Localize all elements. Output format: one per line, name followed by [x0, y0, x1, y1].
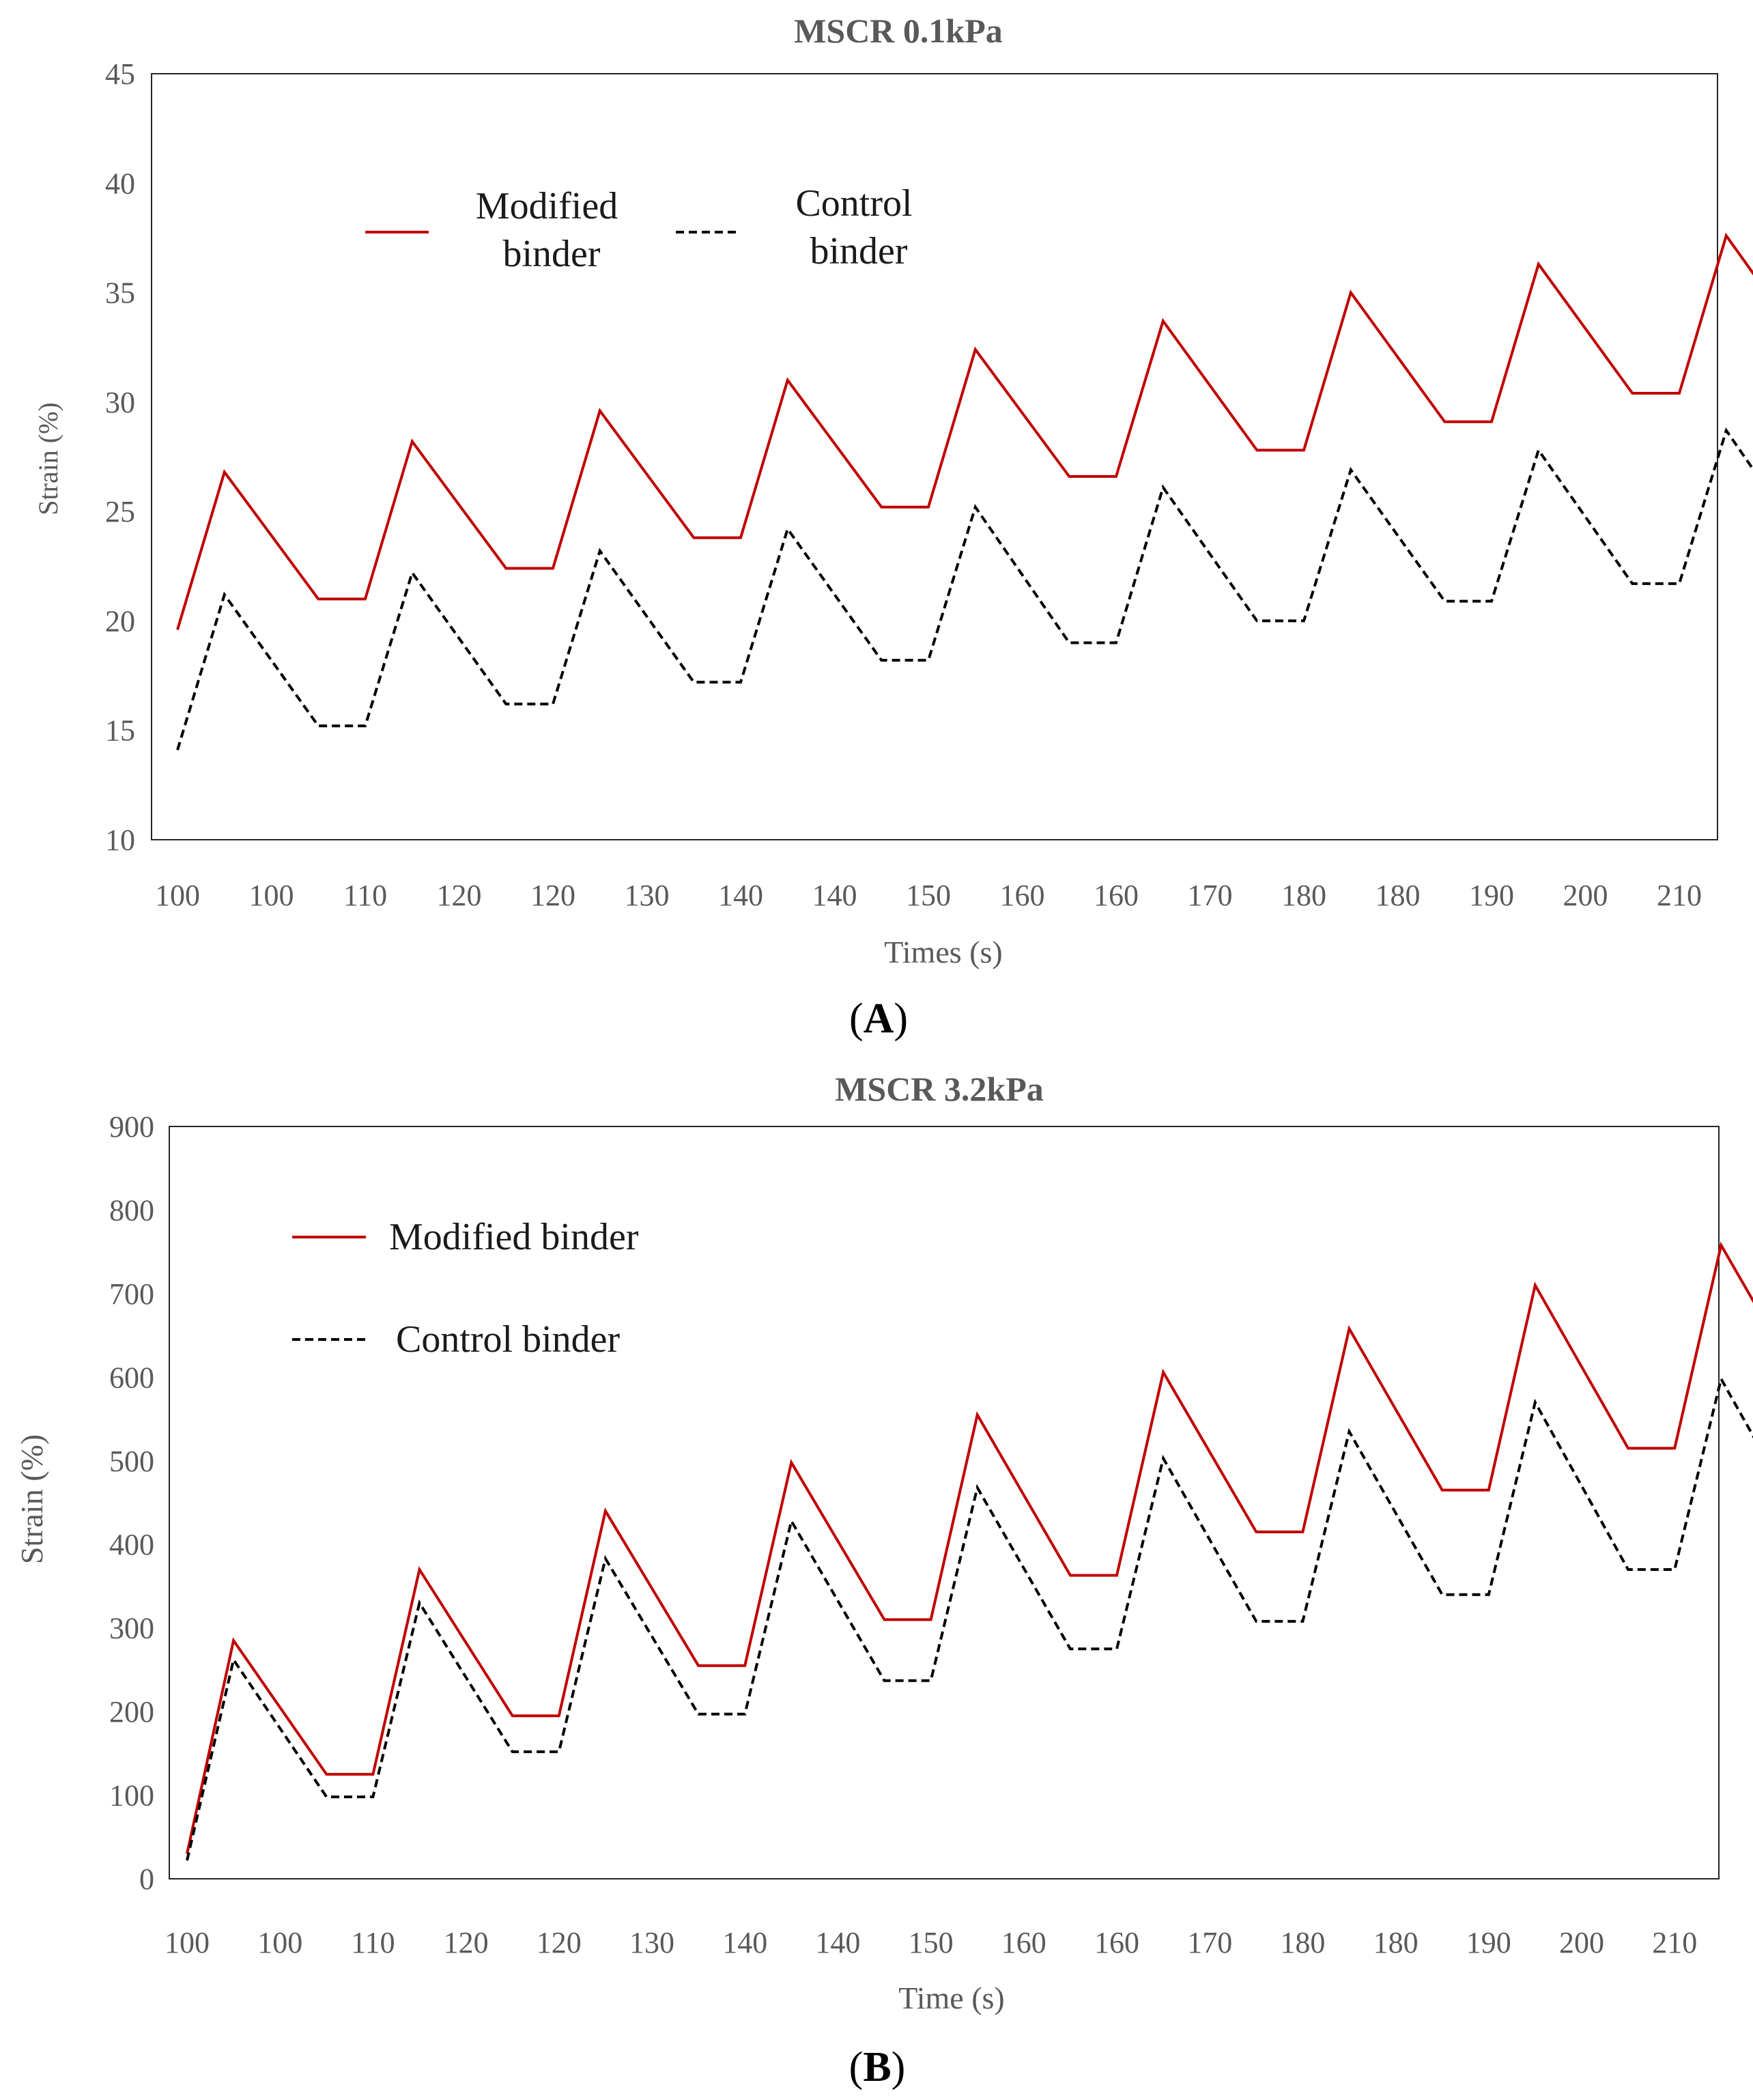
chart-a-panel-close-paren: ) — [894, 995, 908, 1042]
chart-b-x-tick-6: 140 — [722, 1926, 767, 1959]
chart-a-x-axis: 100 100 110 120 120 130 140 140 150 160 160 170 180 1… — [155, 879, 1702, 912]
chart-a-y-tick-40: 40 — [105, 167, 135, 200]
chart-a-y-axis: 10 15 20 25 30 35 40 45 — [105, 57, 135, 857]
chart-a-y-tick-20: 20 — [105, 604, 135, 638]
chart-a-x-tick-16: 210 — [1657, 879, 1702, 912]
chart-a-x-tick-2: 110 — [343, 879, 387, 912]
chart-b-title: MSCR 3.2kPa — [835, 1070, 1044, 1108]
chart-a-x-tick-6: 140 — [718, 879, 763, 912]
legend-label-control-binder-line-2: binder — [810, 230, 907, 272]
chart-a-legend: Modified binder Control binder — [365, 182, 922, 275]
chart-a-y-tick-30: 30 — [105, 386, 135, 419]
chart-b-x-axis: 100 100 110 120 120 130 140 140 150 160 160 170 180 1… — [165, 1926, 1697, 1959]
chart-a-series — [176, 232, 1753, 751]
chart-a-series-modified-binder — [176, 232, 1753, 630]
chart-a: MSCR 0.1kPa 10 15 20 25 30 35 40 45 100 100 110 12… — [33, 12, 1753, 1042]
chart-b-x-tick-0: 100 — [165, 1926, 210, 1959]
chart-a-x-axis-label: Times (s) — [884, 935, 1002, 969]
chart-b-x-tick-4: 120 — [537, 1926, 582, 1959]
legend-label-modified-binder: Modified binder — [476, 185, 627, 275]
chart-a-series-control-binder — [176, 427, 1753, 751]
chart-b-y-tick-400: 400 — [109, 1528, 154, 1561]
chart-a-y-tick-15: 15 — [105, 714, 135, 748]
chart-b-panel-letter: B — [863, 2044, 891, 2090]
chart-a-x-tick-13: 180 — [1376, 879, 1421, 912]
chart-a-y-tick-25: 25 — [105, 495, 135, 528]
chart-a-panel-label: (A) — [849, 995, 908, 1042]
chart-b-plot-area — [169, 1126, 1720, 1879]
chart-a-x-tick-11: 170 — [1188, 879, 1233, 912]
chart-a-plot-area — [151, 73, 1718, 840]
chart-b-x-tick-9: 160 — [1001, 1926, 1046, 1959]
chart-b-x-tick-15: 200 — [1559, 1926, 1604, 1959]
chart-b-panel-open-paren: ( — [849, 2044, 864, 2090]
chart-b-y-axis-label: Strain (%) — [14, 1434, 49, 1564]
chart-a-x-tick-4: 120 — [530, 879, 575, 912]
chart-b-y-tick-200: 200 — [109, 1695, 154, 1729]
chart-b-x-axis-label: Time (s) — [898, 1981, 1005, 2015]
chart-b-panel-label: (B) — [849, 2044, 906, 2090]
chart-b-legend: Modified binder Control binder — [292, 1216, 639, 1361]
chart-b-panel-close-paren: ) — [892, 2044, 906, 2090]
chart-b-series-control-binder — [186, 1375, 1753, 1861]
chart-b-x-tick-2: 110 — [351, 1926, 395, 1959]
chart-b-y-axis: 0 100 200 300 400 500 600 700 800 900 — [109, 1110, 154, 1896]
chart-a-x-tick-7: 140 — [812, 879, 857, 912]
chart-a-x-tick-14: 190 — [1469, 879, 1514, 912]
chart-b-y-tick-500: 500 — [109, 1445, 154, 1478]
chart-b-x-tick-3: 120 — [444, 1926, 489, 1959]
chart-a-x-tick-15: 200 — [1563, 879, 1608, 912]
chart-a-x-tick-10: 160 — [1094, 879, 1139, 912]
chart-b-series-modified-binder — [186, 1241, 1753, 1854]
legend-label-modified-binder-line-1: Modified — [476, 185, 618, 227]
chart-b-x-tick-14: 190 — [1466, 1926, 1511, 1959]
legend-label-modified-binder-line-2: binder — [502, 233, 600, 275]
chart-b-y-tick-700: 700 — [109, 1277, 154, 1311]
chart-a-y-tick-35: 35 — [105, 276, 135, 310]
chart-b: MSCR 3.2kPa 0 100 200 300 400 500 600 700 800 900… — [14, 1070, 1753, 2090]
chart-a-x-tick-3: 120 — [437, 879, 482, 912]
chart-a-x-tick-12: 180 — [1281, 879, 1326, 912]
chart-b-x-tick-11: 170 — [1187, 1926, 1232, 1959]
chart-a-y-tick-10: 10 — [105, 823, 135, 857]
chart-b-y-tick-300: 300 — [109, 1612, 154, 1645]
chart-a-x-tick-8: 150 — [906, 879, 951, 912]
chart-b-y-tick-900: 900 — [109, 1110, 154, 1144]
chart-b-x-tick-1: 100 — [257, 1926, 302, 1959]
chart-a-x-tick-1: 100 — [249, 879, 294, 912]
chart-b-x-tick-7: 140 — [815, 1926, 860, 1959]
chart-a-x-tick-5: 130 — [625, 879, 670, 912]
chart-a-panel-letter: A — [864, 995, 894, 1042]
chart-b-y-tick-0: 0 — [139, 1862, 154, 1896]
legend-label-modified-binder: Modified binder — [389, 1216, 639, 1258]
chart-a-y-tick-45: 45 — [105, 57, 135, 91]
chart-b-x-tick-5: 130 — [629, 1926, 674, 1959]
chart-b-series — [186, 1241, 1753, 1861]
chart-b-x-tick-13: 180 — [1373, 1926, 1419, 1959]
chart-b-x-tick-12: 180 — [1280, 1926, 1325, 1959]
chart-b-x-tick-8: 150 — [909, 1926, 954, 1959]
chart-b-x-tick-16: 210 — [1652, 1926, 1697, 1959]
chart-b-y-tick-600: 600 — [109, 1361, 154, 1394]
chart-a-y-axis-label: Strain (%) — [33, 402, 63, 515]
legend-label-control-binder-line-1: Control — [795, 182, 912, 225]
legend-label-control-binder: Control binder — [795, 182, 922, 272]
chart-a-panel-open-paren: ( — [849, 995, 864, 1042]
chart-a-x-tick-0: 100 — [155, 879, 200, 912]
chart-b-y-tick-800: 800 — [109, 1193, 154, 1227]
chart-a-title: MSCR 0.1kPa — [794, 12, 1003, 50]
chart-b-x-tick-10: 160 — [1094, 1926, 1139, 1959]
chart-b-y-tick-100: 100 — [109, 1779, 154, 1813]
legend-label-control-binder: Control binder — [396, 1318, 621, 1361]
chart-a-x-tick-9: 160 — [1000, 879, 1045, 912]
